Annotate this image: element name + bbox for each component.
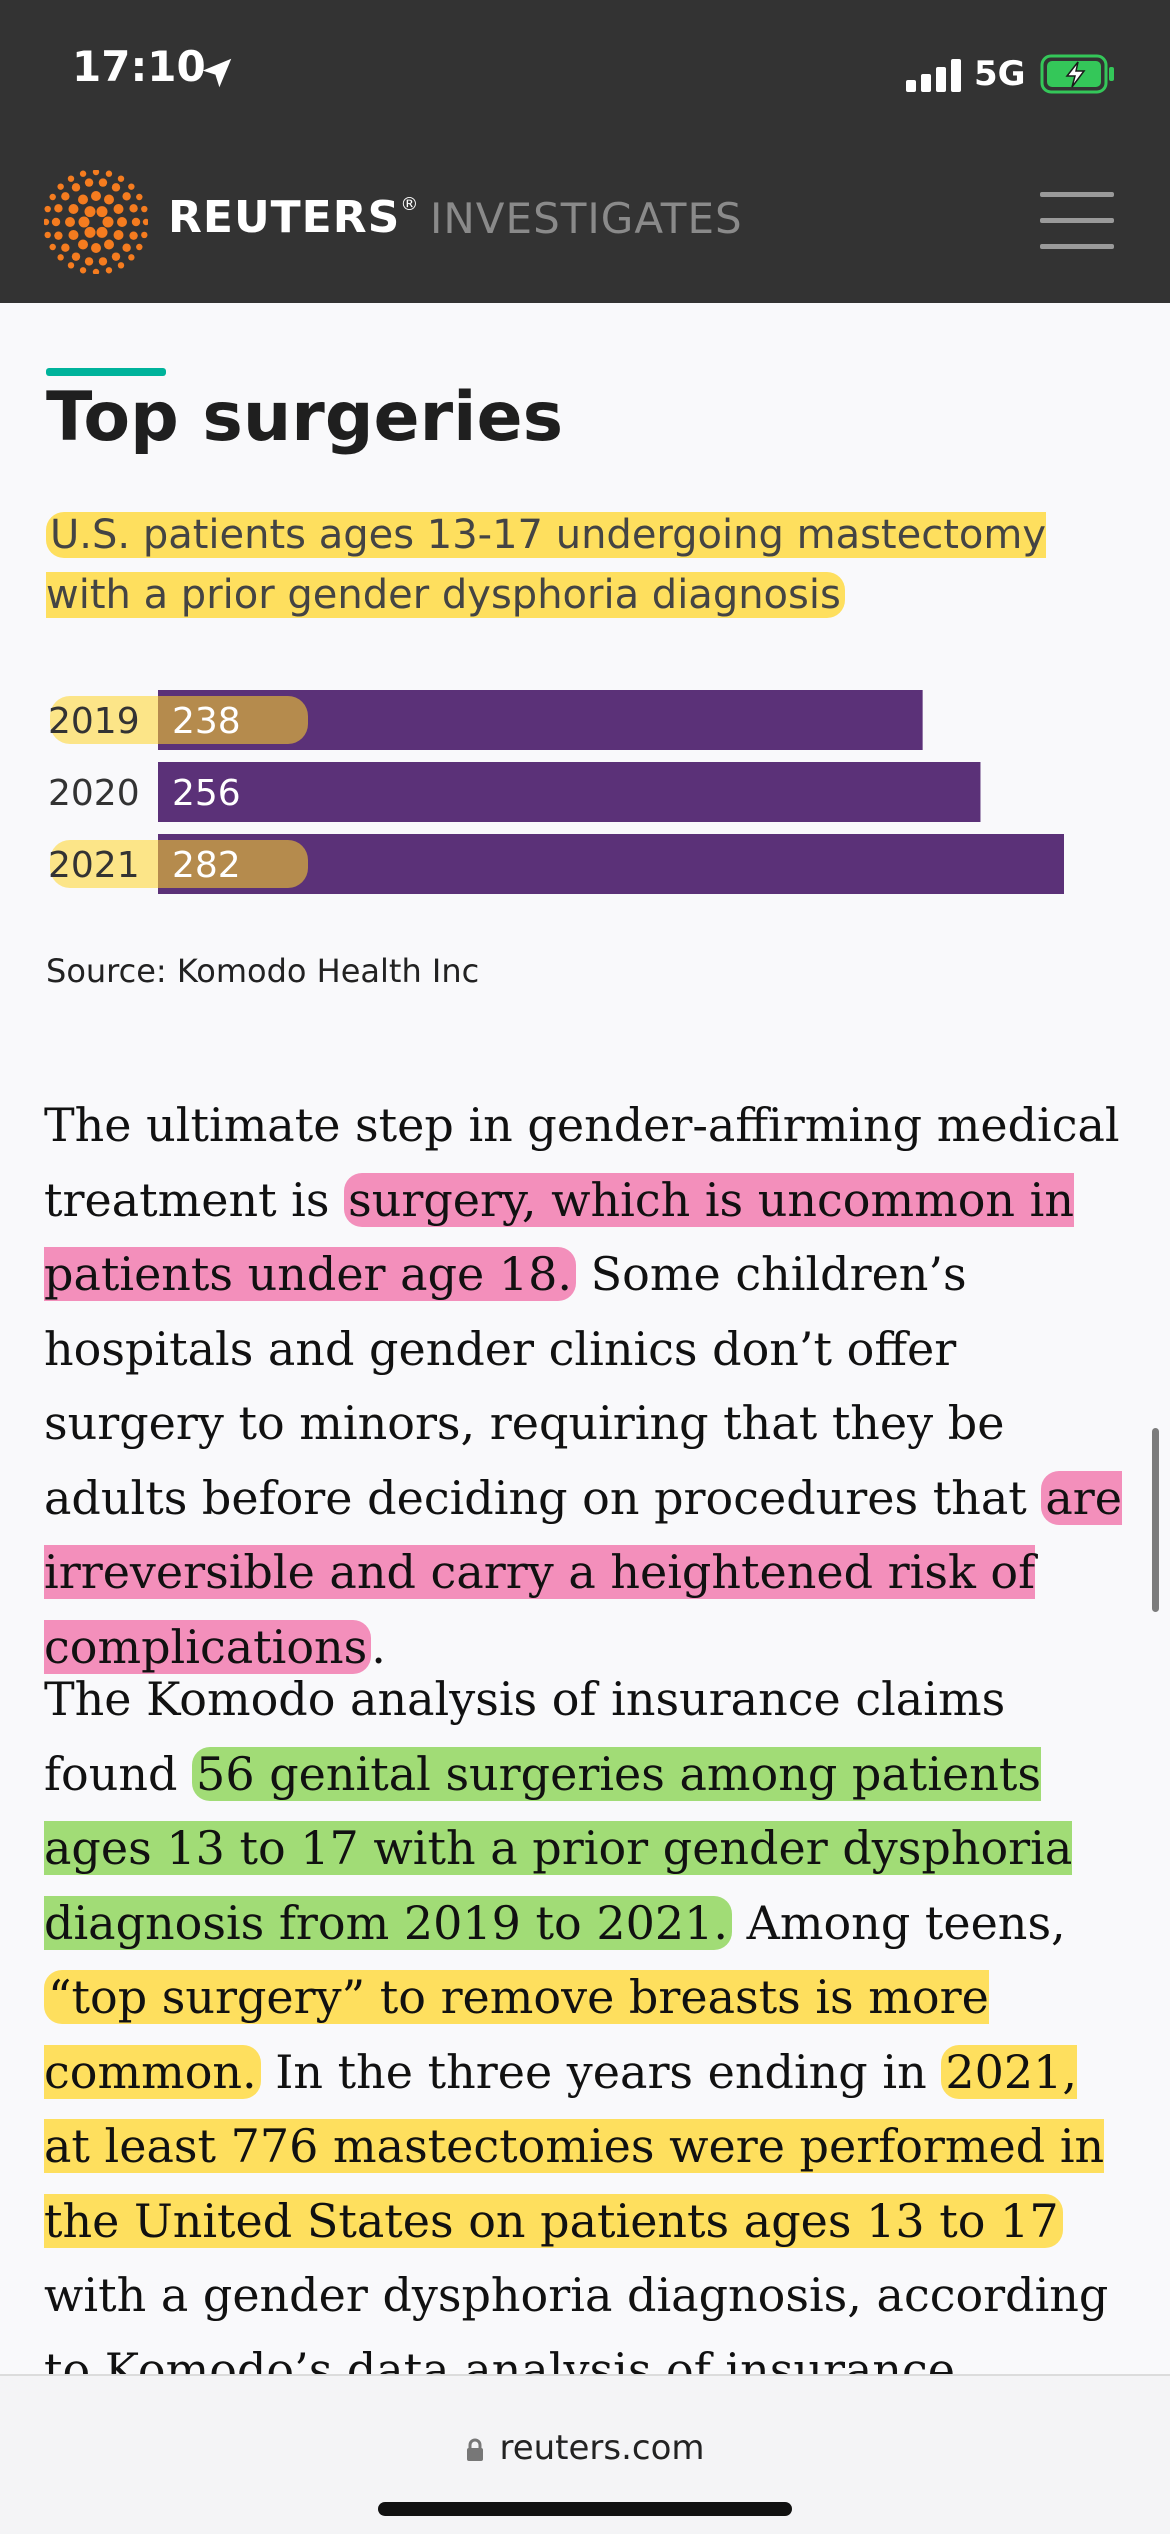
category-label-2021: 2021 bbox=[48, 845, 140, 886]
location-arrow-icon bbox=[202, 58, 232, 88]
site-header: REUTERS® INVESTIGATES bbox=[0, 148, 1170, 303]
battery-charging-icon bbox=[1040, 54, 1114, 94]
data-label-2019: 238 bbox=[172, 701, 241, 742]
status-time: 17:10 bbox=[72, 42, 206, 91]
section-name[interactable]: INVESTIGATES bbox=[430, 194, 743, 243]
signal-bars-icon bbox=[906, 58, 962, 92]
data-label-2021: 282 bbox=[172, 845, 241, 886]
brand-name[interactable]: REUTERS® bbox=[168, 192, 420, 243]
scrollbar[interactable] bbox=[1152, 1428, 1159, 1612]
hamburger-menu-icon[interactable] bbox=[1040, 192, 1114, 252]
reuters-logo-icon[interactable] bbox=[44, 170, 148, 274]
bar-chart: 2019 238 2020 256 2021 282 bbox=[48, 690, 1064, 894]
url-text: reuters.com bbox=[499, 2428, 705, 2468]
bar-2021 bbox=[158, 834, 1064, 894]
network-type: 5G bbox=[974, 54, 1026, 94]
chart-subtitle-text: U.S. patients ages 13-17 undergoing mast… bbox=[46, 512, 1046, 618]
category-label-2019: 2019 bbox=[48, 701, 140, 742]
chart-title: Top surgeries bbox=[46, 378, 564, 457]
highlight-green-1: 56 genital surgeries among patients ages… bbox=[44, 1746, 1073, 1950]
bar-2020 bbox=[158, 762, 981, 822]
article-paragraph-2: The Komodo analysis of insurance claims … bbox=[44, 1672, 1109, 2471]
data-label-2020: 256 bbox=[172, 773, 241, 814]
chart-source: Source: Komodo Health Inc bbox=[46, 952, 480, 990]
lock-icon bbox=[467, 2438, 484, 2461]
home-indicator[interactable] bbox=[378, 2502, 792, 2516]
status-bar: 17:10 5G bbox=[0, 0, 1170, 148]
highlight-mark-2021 bbox=[50, 840, 308, 888]
accent-bar bbox=[46, 368, 166, 376]
chart-subtitle: U.S. patients ages 13-17 undergoing mast… bbox=[46, 505, 1136, 625]
address-bar[interactable]: reuters.com bbox=[0, 2428, 1170, 2468]
highlight-mark-2019 bbox=[50, 696, 308, 744]
category-label-2020: 2020 bbox=[48, 773, 140, 814]
article-paragraph-1: The ultimate step in gender-affirming me… bbox=[44, 1098, 1122, 1674]
browser-bottom-bar: reuters.com bbox=[0, 2374, 1170, 2534]
